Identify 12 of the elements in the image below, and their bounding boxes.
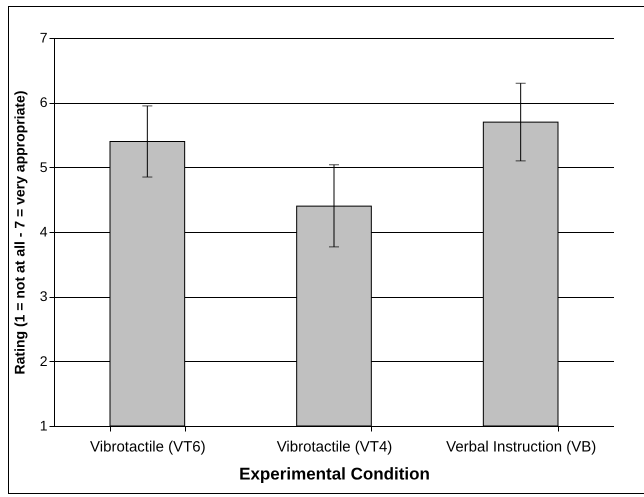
y-tick-label: 7 [40,30,48,46]
y-tick-label: 5 [40,158,48,175]
y-tick-label: 1 [40,418,48,434]
y-axis-title: Rating (1 = not at all - 7 = very appropriate) [12,90,28,374]
y-tick-label: 2 [40,352,48,369]
x-tick-label: Vibrotactile (VT6) [90,438,206,456]
x-tick-label: Vibrotactile (VT4) [276,438,392,456]
x-axis-title: Experimental Condition [239,464,430,484]
x-tick-label: Verbal Instruction (VB) [446,438,596,456]
y-tick-label: 4 [40,224,48,240]
y-tick-label: 3 [40,288,48,304]
y-tick-label: 6 [40,94,48,110]
